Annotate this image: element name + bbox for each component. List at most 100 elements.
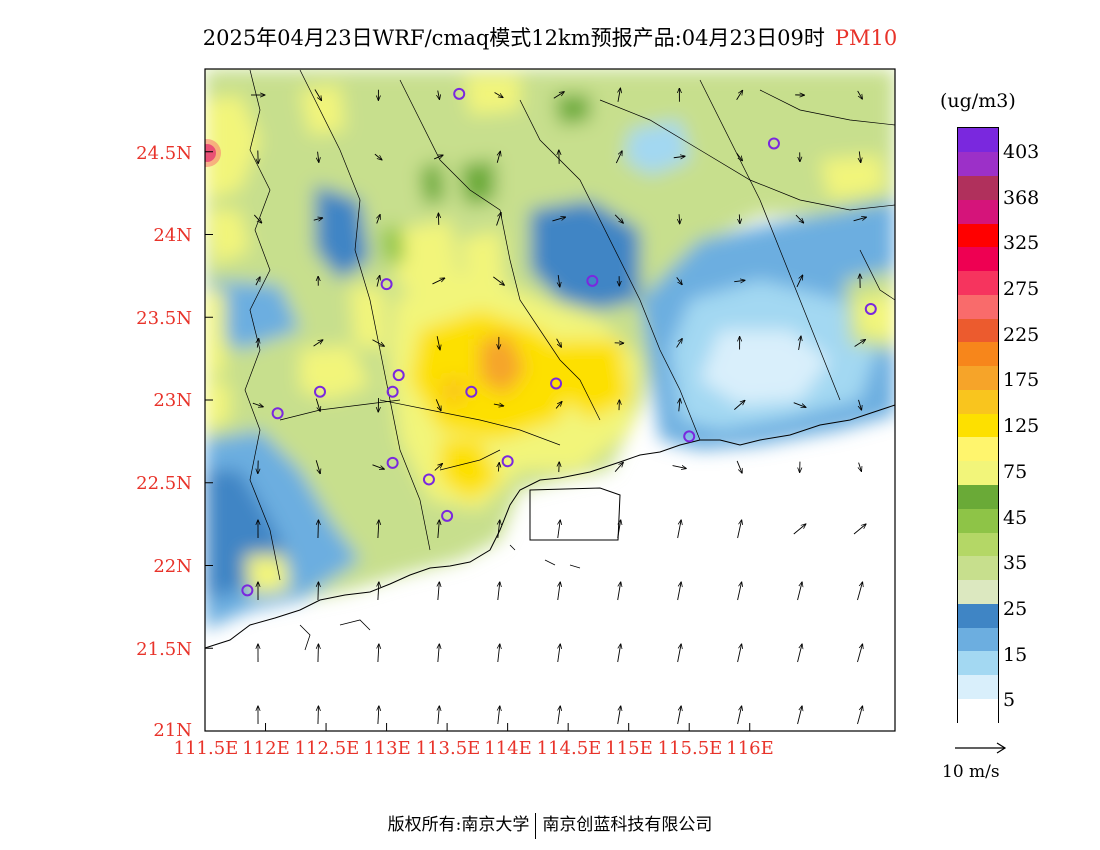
colorbar-label: 5: [1003, 689, 1016, 711]
wind-arrow: [253, 214, 261, 223]
site-marker: [271, 407, 284, 420]
wind-arrow: [617, 582, 621, 601]
wind-arrow: [857, 90, 863, 99]
wind-arrow: [432, 278, 444, 285]
wind-arrow: [796, 275, 803, 288]
colorbar-segment: [958, 223, 998, 248]
colorbar-segment: [958, 460, 998, 485]
wind-arrow: [737, 520, 742, 539]
site-marker: [386, 385, 399, 398]
island: [529, 487, 621, 541]
wind-arrow: [377, 275, 380, 287]
y-tick-label: 24.5N: [136, 143, 192, 164]
site-marker: [422, 473, 435, 486]
title-pollutant: PM10: [834, 26, 898, 50]
colorbar-segment: [958, 294, 998, 319]
wind-arrow: [318, 151, 319, 163]
x-tick-label: 114E: [484, 738, 532, 759]
site-marker: [767, 137, 780, 150]
wind-arrow: [438, 582, 439, 601]
wind-arrow: [857, 644, 863, 663]
wind-arrow: [556, 338, 562, 348]
wind-arrow: [313, 218, 323, 220]
wind-arrow: [672, 466, 687, 469]
footer-left: 版权所有:南京大学: [387, 815, 530, 835]
colorbar-segment: [958, 389, 998, 414]
colorbar-segment: [958, 531, 998, 557]
y-tick-label: 21N: [153, 720, 192, 741]
wind-arrow: [854, 340, 866, 347]
wind-arrow: [673, 156, 685, 158]
colorbar-unit: (ug/m3): [940, 90, 1016, 112]
wind-arrow: [496, 213, 502, 226]
wind-arrow: [618, 88, 620, 102]
wind-arrow: [372, 339, 384, 346]
x-tick-label: 115E: [605, 738, 653, 759]
wind-arrow: [617, 706, 621, 725]
wind-arrow: [857, 582, 863, 601]
wind-arrow: [377, 215, 380, 224]
site-marker: [501, 455, 514, 468]
axis-ticks: [204, 151, 751, 732]
wind-arrow: [797, 644, 802, 663]
colorbar-segment: [958, 436, 998, 462]
wind-arrow: [679, 214, 680, 223]
site-marker: [550, 377, 563, 390]
x-tick-label: 116E: [726, 738, 774, 759]
wind-arrow: [677, 644, 681, 663]
wind-arrow: [676, 277, 682, 284]
site-marker: [465, 385, 478, 398]
site-marker: [392, 369, 405, 382]
wind-arrow: [614, 214, 623, 223]
wind-arrow: [498, 463, 499, 472]
colorbar-segment: [958, 674, 998, 699]
site-marker: [241, 584, 254, 597]
colorbar-segment: [958, 175, 998, 200]
colorbar-label: 125: [1003, 415, 1040, 437]
wind-arrow: [553, 92, 564, 99]
wind-arrow: [493, 276, 504, 285]
wind-arrow: [859, 462, 862, 472]
wind-arrow: [438, 520, 439, 539]
wind-arrow: [736, 460, 742, 473]
colorbar-label: 275: [1003, 278, 1040, 300]
y-tick-label: 23N: [153, 390, 192, 411]
x-tick-label: 114.5E: [536, 738, 602, 759]
site-marker: [386, 456, 399, 469]
wind-arrow: [558, 706, 560, 725]
wind-arrow: [853, 217, 867, 222]
wind-arrow: [558, 644, 560, 663]
colorbar-segment: [958, 698, 998, 723]
wind-arrow: [617, 520, 621, 539]
x-tick-label: 115.5E: [657, 738, 723, 759]
admin-boundaries: [244, 69, 896, 581]
site-marker: [314, 385, 326, 398]
colorbar-label: 25: [1003, 598, 1028, 620]
wind-arrow: [797, 582, 802, 601]
wind-arrow: [558, 520, 560, 539]
y-tick-label: 23.5N: [136, 308, 192, 329]
wind-arrow: [615, 151, 622, 164]
wind-arrow: [679, 399, 680, 412]
site-marker: [380, 278, 393, 291]
colorbar-segment: [958, 270, 998, 295]
wind-arrow: [498, 644, 500, 663]
wind-arrow: [315, 398, 320, 412]
site-marker: [441, 509, 454, 522]
title-main: 2025年04月23日WRF/cmaq模式12km预报产品:04月23日09时: [202, 26, 825, 50]
colorbar-label: 75: [1003, 461, 1028, 483]
chart-title: 2025年04月23日WRF/cmaq模式12km预报产品:04月23日09时 P…: [0, 22, 1100, 52]
wind-arrow: [859, 399, 862, 410]
colorbar-segment: [958, 579, 998, 604]
wind-arrow: [378, 644, 379, 663]
site-marker: [453, 87, 466, 100]
wind-arrow: [736, 152, 743, 160]
wind-arrow: [736, 90, 743, 100]
wind-arrow: [853, 524, 866, 535]
wind-arrow: [438, 90, 440, 100]
wind-arrow: [374, 153, 382, 160]
x-tick-label: 113.5E: [415, 738, 481, 759]
concentration-field: [205, 69, 895, 731]
colorbar-segment: [958, 246, 998, 272]
colorbar-segment: [958, 650, 998, 676]
